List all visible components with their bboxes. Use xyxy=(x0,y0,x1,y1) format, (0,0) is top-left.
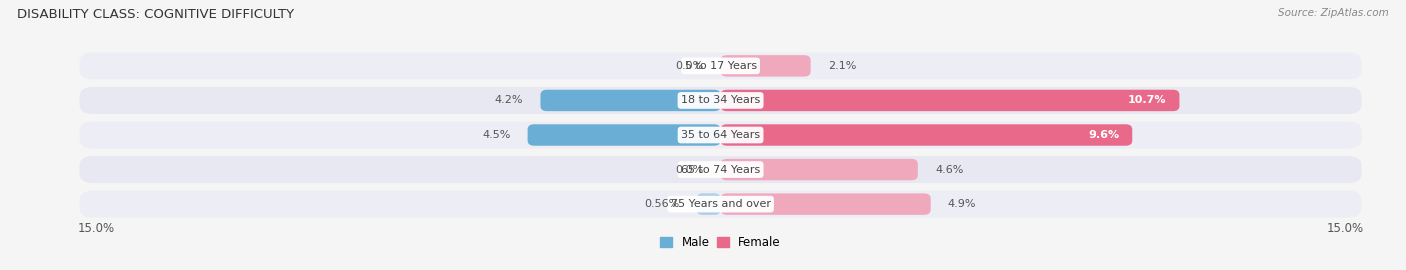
Text: Source: ZipAtlas.com: Source: ZipAtlas.com xyxy=(1278,8,1389,18)
Text: 75 Years and over: 75 Years and over xyxy=(671,199,770,209)
Legend: Male, Female: Male, Female xyxy=(655,231,786,254)
Text: 65 to 74 Years: 65 to 74 Years xyxy=(681,164,761,175)
Text: 0.56%: 0.56% xyxy=(644,199,679,209)
Text: 10.7%: 10.7% xyxy=(1128,95,1167,106)
Text: DISABILITY CLASS: COGNITIVE DIFFICULTY: DISABILITY CLASS: COGNITIVE DIFFICULTY xyxy=(17,8,294,21)
FancyBboxPatch shape xyxy=(527,124,721,146)
Text: 15.0%: 15.0% xyxy=(77,222,114,235)
Text: 9.6%: 9.6% xyxy=(1088,130,1119,140)
FancyBboxPatch shape xyxy=(721,159,918,180)
Text: 15.0%: 15.0% xyxy=(1327,222,1364,235)
FancyBboxPatch shape xyxy=(721,90,1180,111)
FancyBboxPatch shape xyxy=(721,193,931,215)
FancyBboxPatch shape xyxy=(721,124,1132,146)
FancyBboxPatch shape xyxy=(80,122,1361,148)
Text: 5 to 17 Years: 5 to 17 Years xyxy=(685,61,756,71)
FancyBboxPatch shape xyxy=(80,156,1361,183)
Text: 0.0%: 0.0% xyxy=(675,61,703,71)
Text: 4.2%: 4.2% xyxy=(495,95,523,106)
FancyBboxPatch shape xyxy=(721,55,811,77)
FancyBboxPatch shape xyxy=(80,87,1361,114)
FancyBboxPatch shape xyxy=(80,52,1361,79)
FancyBboxPatch shape xyxy=(540,90,721,111)
Text: 0.0%: 0.0% xyxy=(675,164,703,175)
Text: 4.5%: 4.5% xyxy=(482,130,510,140)
Text: 35 to 64 Years: 35 to 64 Years xyxy=(681,130,761,140)
Text: 18 to 34 Years: 18 to 34 Years xyxy=(681,95,761,106)
Text: 4.6%: 4.6% xyxy=(935,164,963,175)
FancyBboxPatch shape xyxy=(696,193,721,215)
Text: 2.1%: 2.1% xyxy=(828,61,856,71)
Text: 4.9%: 4.9% xyxy=(948,199,976,209)
FancyBboxPatch shape xyxy=(80,191,1361,218)
